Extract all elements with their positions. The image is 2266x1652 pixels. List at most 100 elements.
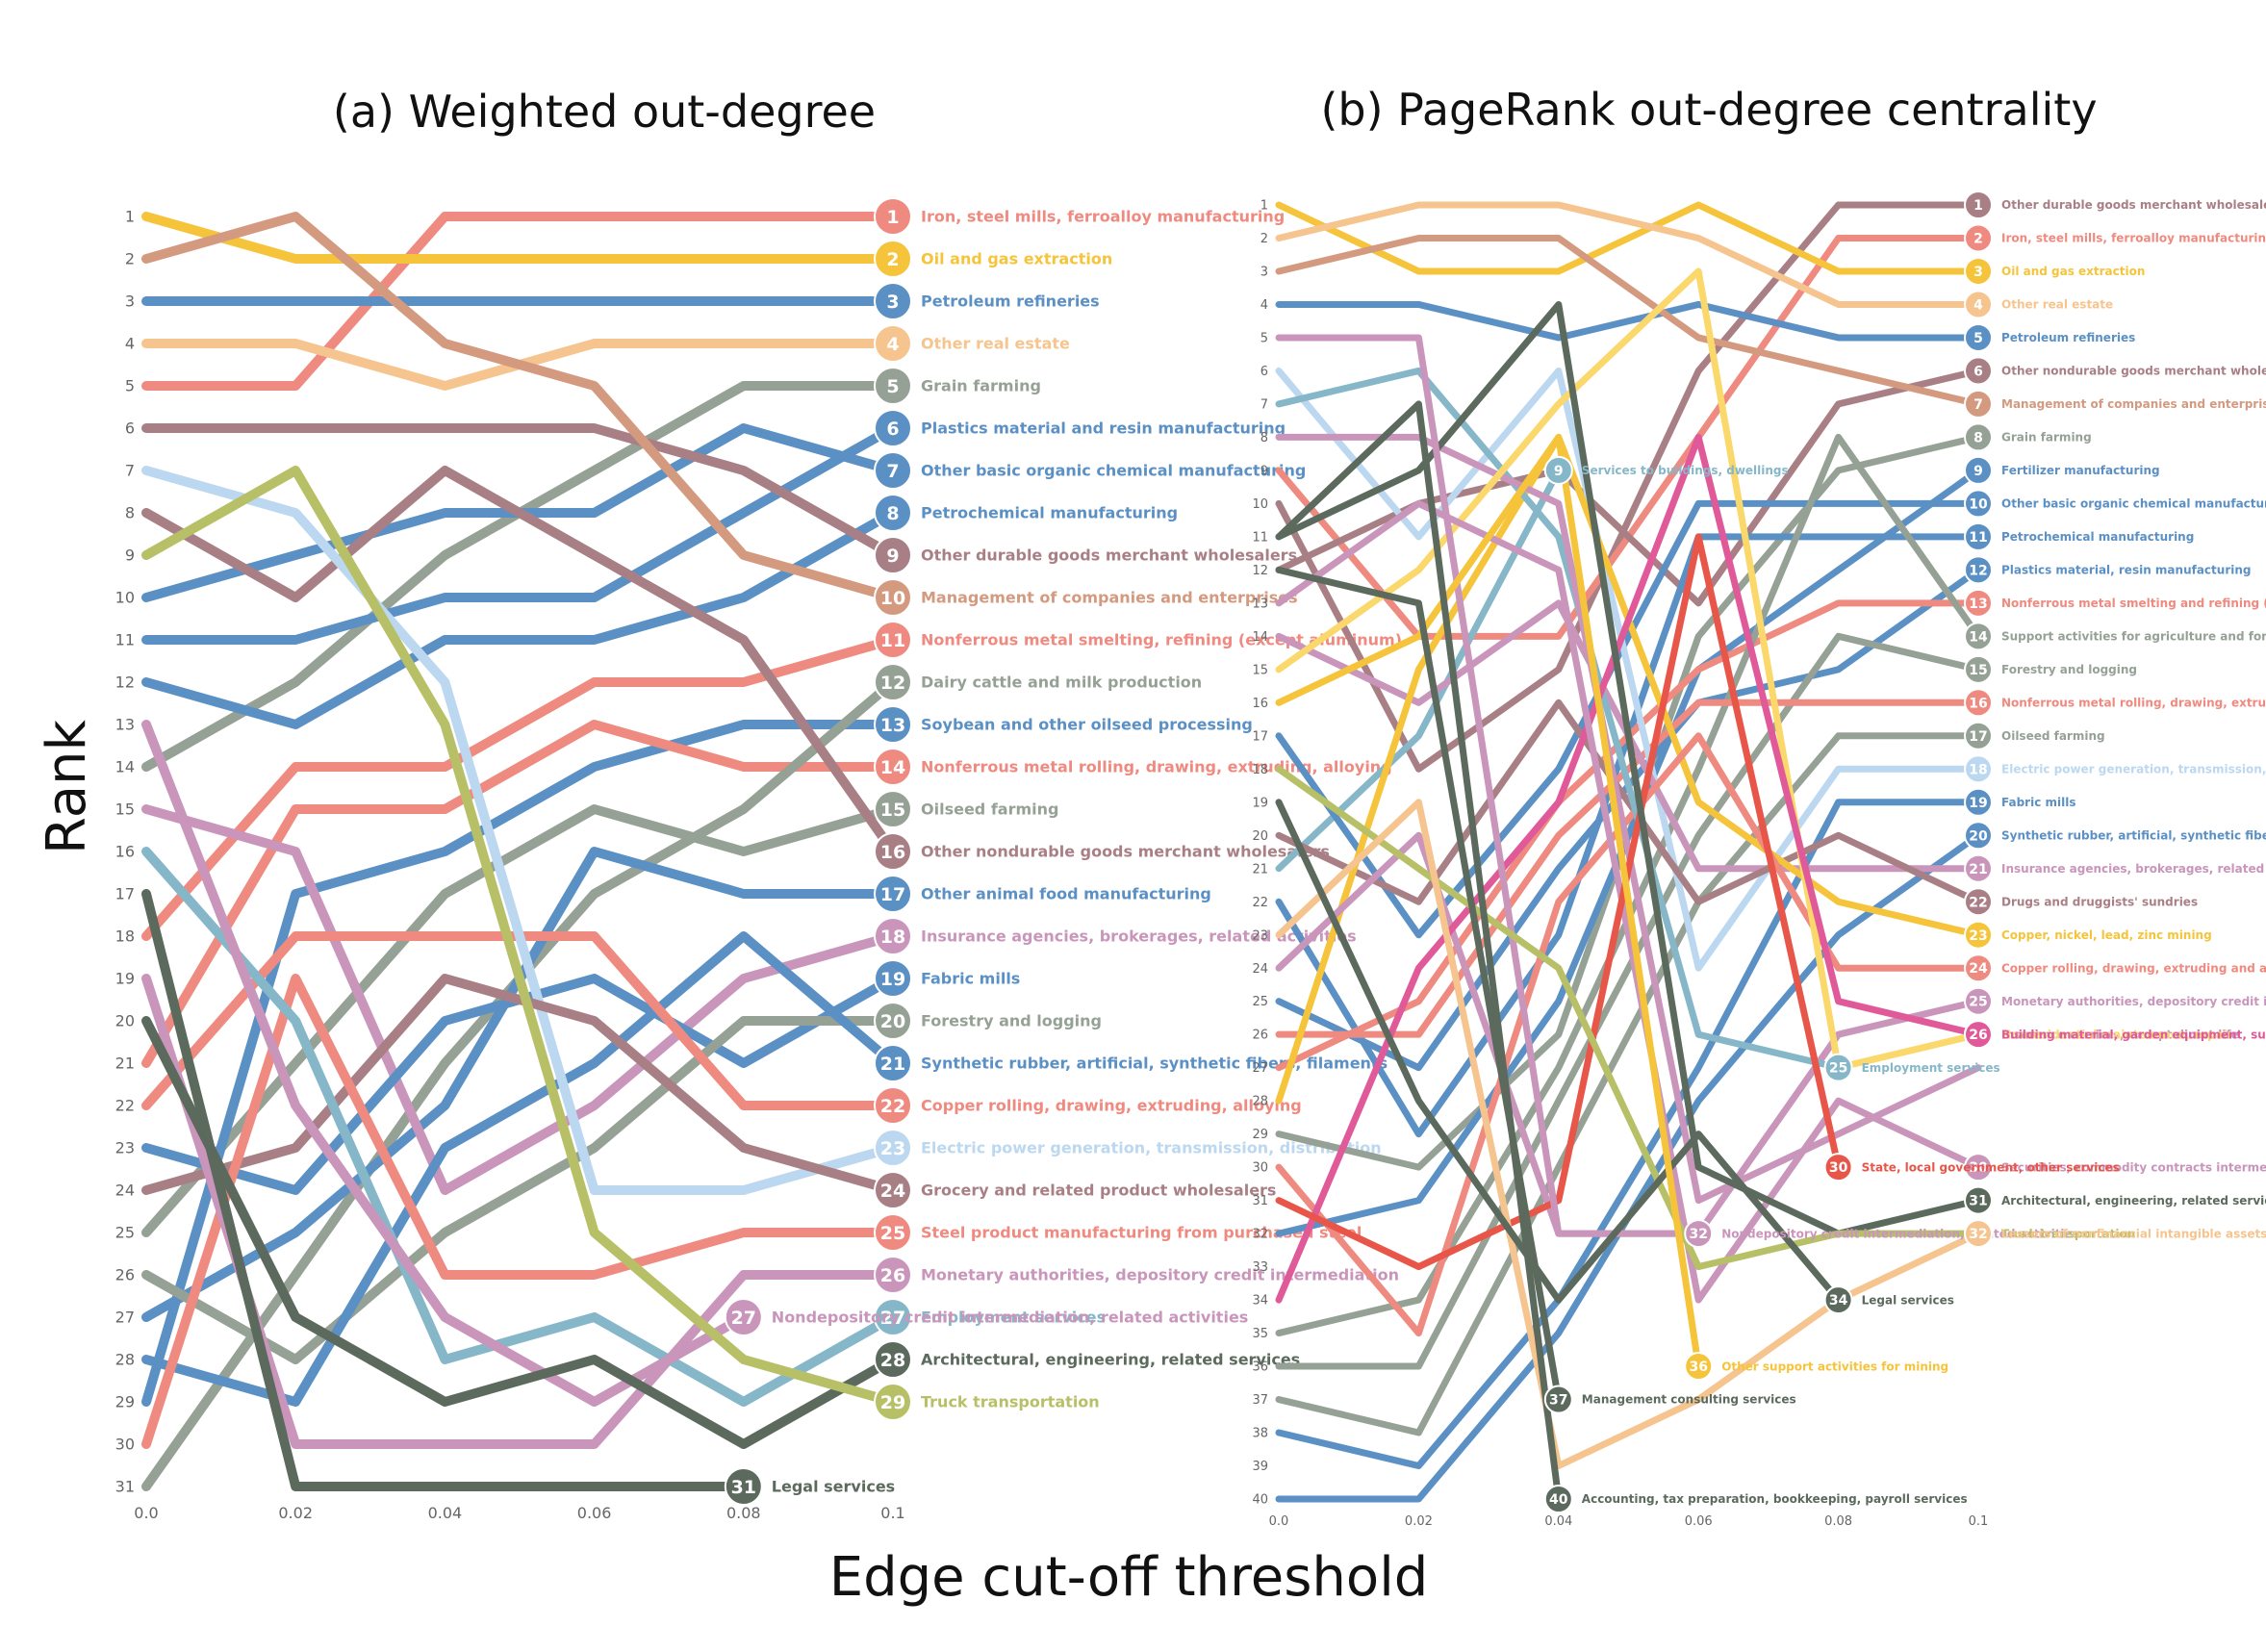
y-tick-label: 4 [125,335,135,353]
series-label: Management of companies and enterprises [921,589,1298,607]
rank-badge [1964,887,1993,917]
rank-badge-number: 15 [1969,663,1987,678]
rank-badge-number: 15 [880,800,905,821]
y-tick-label: 1 [1260,199,1268,214]
y-tick-label: 19 [1252,796,1268,810]
y-tick-label: 24 [1252,962,1268,977]
x-tick-label: 0.1 [880,1504,904,1522]
rank-badge-number: 20 [1969,828,1988,844]
rank-badge-number: 13 [880,715,905,736]
series-label: Dairy cattle and milk production [921,674,1202,692]
series-label: Iron, steel mills, ferroalloy manufactur… [921,208,1285,226]
rank-badge-number: 31 [731,1477,756,1498]
rank-badge [1964,654,1993,684]
rank-badge-number: 14 [880,757,905,778]
rank-badge [1684,1219,1714,1249]
y-tick-label: 29 [115,1393,135,1411]
series-label: Employment services [921,1309,1106,1327]
rank-badge-number: 10 [880,588,905,609]
rank-badge [874,1171,912,1209]
rank-badge-number: 23 [1969,928,1987,944]
rank-badge-number: 28 [880,1350,905,1371]
series-line [1275,201,1982,308]
x-tick-label: 0.0 [1269,1514,1289,1529]
rank-badge [1823,1285,1853,1315]
series-line [141,423,898,645]
rank-badge [874,917,912,955]
series-line [1275,201,1982,773]
series-labels: 1 Iron, steel mills, ferroalloy manufactu… [724,197,1402,1506]
series-label: Employment services [1862,1061,2000,1075]
series-line [141,720,898,1068]
rank-badge-number: 18 [1969,762,1987,777]
y-tick-label: 18 [115,928,135,946]
rank-badge-number: 16 [1969,696,1987,711]
rank-badge-number: 25 [880,1223,905,1244]
series-line [1275,334,1702,1237]
rank-badge-number: 9 [1554,464,1564,479]
y-tick-label: 7 [125,462,135,480]
rank-badge-number: 34 [1829,1293,1848,1309]
y-tick-label: 16 [115,843,135,861]
series-label: Petrochemical manufacturing [921,504,1178,522]
series-line [1275,367,1982,972]
rank-badge [1964,986,1993,1016]
rank-badge [874,324,912,363]
rank-badge-number: 1 [1973,198,1983,214]
series-label: Grain farming [2001,431,2092,445]
series-line [1275,433,1982,1205]
series-line [1275,699,1982,1038]
y-tick-label: 6 [1260,365,1268,379]
series-line [1275,765,1982,1271]
series-label: Iron, steel mills, ferroalloy manufactur… [2001,232,2266,245]
rank-badge-number: 6 [1973,364,1983,379]
rank-badge-number: 18 [880,927,905,948]
series-line [141,804,898,1237]
rank-badge [874,663,912,701]
series-label: Soybean and other oilseed processing [921,716,1253,734]
rank-badge-number: 27 [880,1308,905,1329]
rank-badge [1964,455,1993,485]
series-line [141,212,898,391]
rank-badge [874,494,912,532]
x-tick-label: 0.1 [1969,1514,1989,1529]
series-label: Management consulting services [1582,1393,1796,1407]
series-label: Lessors of nonfinancial intangible asset… [2001,1227,2266,1240]
rank-badge-number: 4 [886,334,899,355]
y-tick-label: 26 [115,1266,135,1284]
series-label: Architectural, engineering, related serv… [2001,1194,2266,1207]
series-line [1275,632,1982,1370]
series-label: Architectural, engineering, related serv… [921,1351,1300,1369]
series-label: Grocery and related product wholesalers [921,1182,1276,1200]
series-line [1275,799,1982,1470]
series-label: Accounting, tax preparation, bookkeeping… [1582,1492,1968,1506]
x-axis-title: Edge cut-off threshold [829,1546,1429,1609]
rank-badge-number: 11 [880,630,905,651]
series-label: Forestry and logging [921,1012,1102,1030]
series-label: Oil and gas extraction [2001,265,2145,278]
y-tick-label: 35 [1252,1327,1268,1341]
rank-badge-number: 11 [1969,530,1987,546]
y-tick-label: 5 [1260,331,1268,345]
y-tick-label: 11 [1252,530,1268,545]
rank-badge [874,409,912,447]
rank-badge [874,1086,912,1125]
rank-badge [874,875,912,913]
y-tick-label: 19 [115,970,135,988]
rank-badge-number: 31 [1969,1194,1987,1209]
rank-badge [1823,1153,1853,1182]
rank-badge [874,621,912,659]
y-tick-label: 13 [115,716,135,734]
series-line [1275,400,1563,1503]
rank-badge-number: 8 [1973,430,1983,445]
rank-badge-number: 7 [886,461,899,482]
rank-badge [1964,920,1993,950]
rank-badge [1684,1352,1714,1382]
y-tick-label: 31 [115,1478,135,1496]
rank-badge [874,1129,912,1167]
rank-badge-number: 25 [1969,995,1987,1010]
rank-badge-number: 19 [1969,796,1987,811]
series-label: Other support activities for mining [1721,1360,1948,1373]
x-tick-label: 0.08 [726,1504,761,1522]
rank-badge-number: 17 [1969,729,1987,745]
